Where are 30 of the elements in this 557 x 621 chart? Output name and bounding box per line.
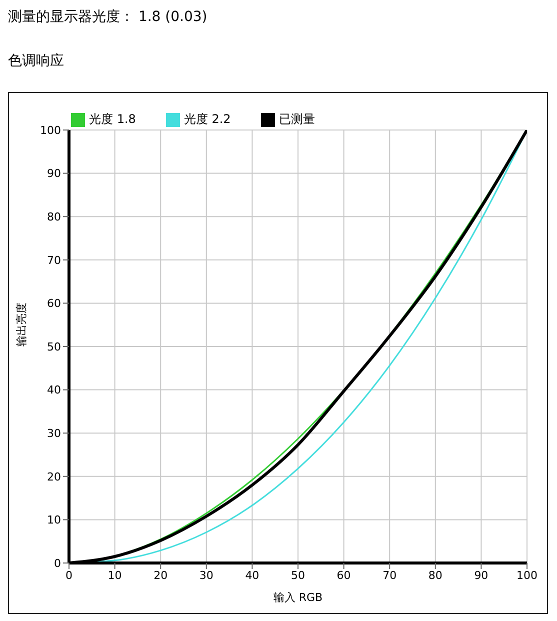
line-series bbox=[69, 130, 527, 563]
y-tick-label: 60 bbox=[47, 297, 61, 310]
y-tick-label: 0 bbox=[54, 556, 61, 570]
y-tick-label: 10 bbox=[47, 514, 61, 527]
x-tick-label: 20 bbox=[154, 568, 168, 582]
legend-label: 光度 1.8 bbox=[89, 112, 136, 126]
x-tick-label: 80 bbox=[428, 568, 442, 582]
x-tick-label: 70 bbox=[382, 568, 397, 582]
x-axis-title: 输入 RGB bbox=[273, 591, 323, 604]
y-tick-label: 50 bbox=[47, 340, 61, 354]
x-tick-label: 30 bbox=[199, 568, 214, 582]
x-tick-label: 60 bbox=[336, 568, 351, 582]
x-tick-label: 40 bbox=[245, 568, 260, 582]
y-tick-label: 80 bbox=[47, 210, 61, 224]
x-tick-label: 0 bbox=[66, 568, 72, 582]
y-tick-label: 90 bbox=[47, 167, 61, 180]
legend-label: 光度 2.2 bbox=[184, 112, 231, 126]
y-tick-label: 100 bbox=[40, 124, 61, 137]
chart-subtitle: 色调响应 bbox=[8, 52, 65, 70]
y-tick-label: 40 bbox=[47, 384, 61, 397]
x-tick-label: 100 bbox=[516, 568, 538, 582]
y-tick-label: 70 bbox=[47, 254, 61, 267]
y-axis-title: 输出亮度 bbox=[14, 302, 28, 346]
y-tick-label: 30 bbox=[47, 427, 61, 440]
legend-label: 已测量 bbox=[278, 112, 315, 126]
x-tick-label: 50 bbox=[291, 568, 305, 582]
x-tick-label: 10 bbox=[108, 568, 122, 582]
x-tick-label: 90 bbox=[474, 568, 488, 582]
chart-title: 测量的显示器光度： 1.8 (0.03) bbox=[8, 8, 208, 26]
y-tick-label: 20 bbox=[47, 470, 61, 484]
